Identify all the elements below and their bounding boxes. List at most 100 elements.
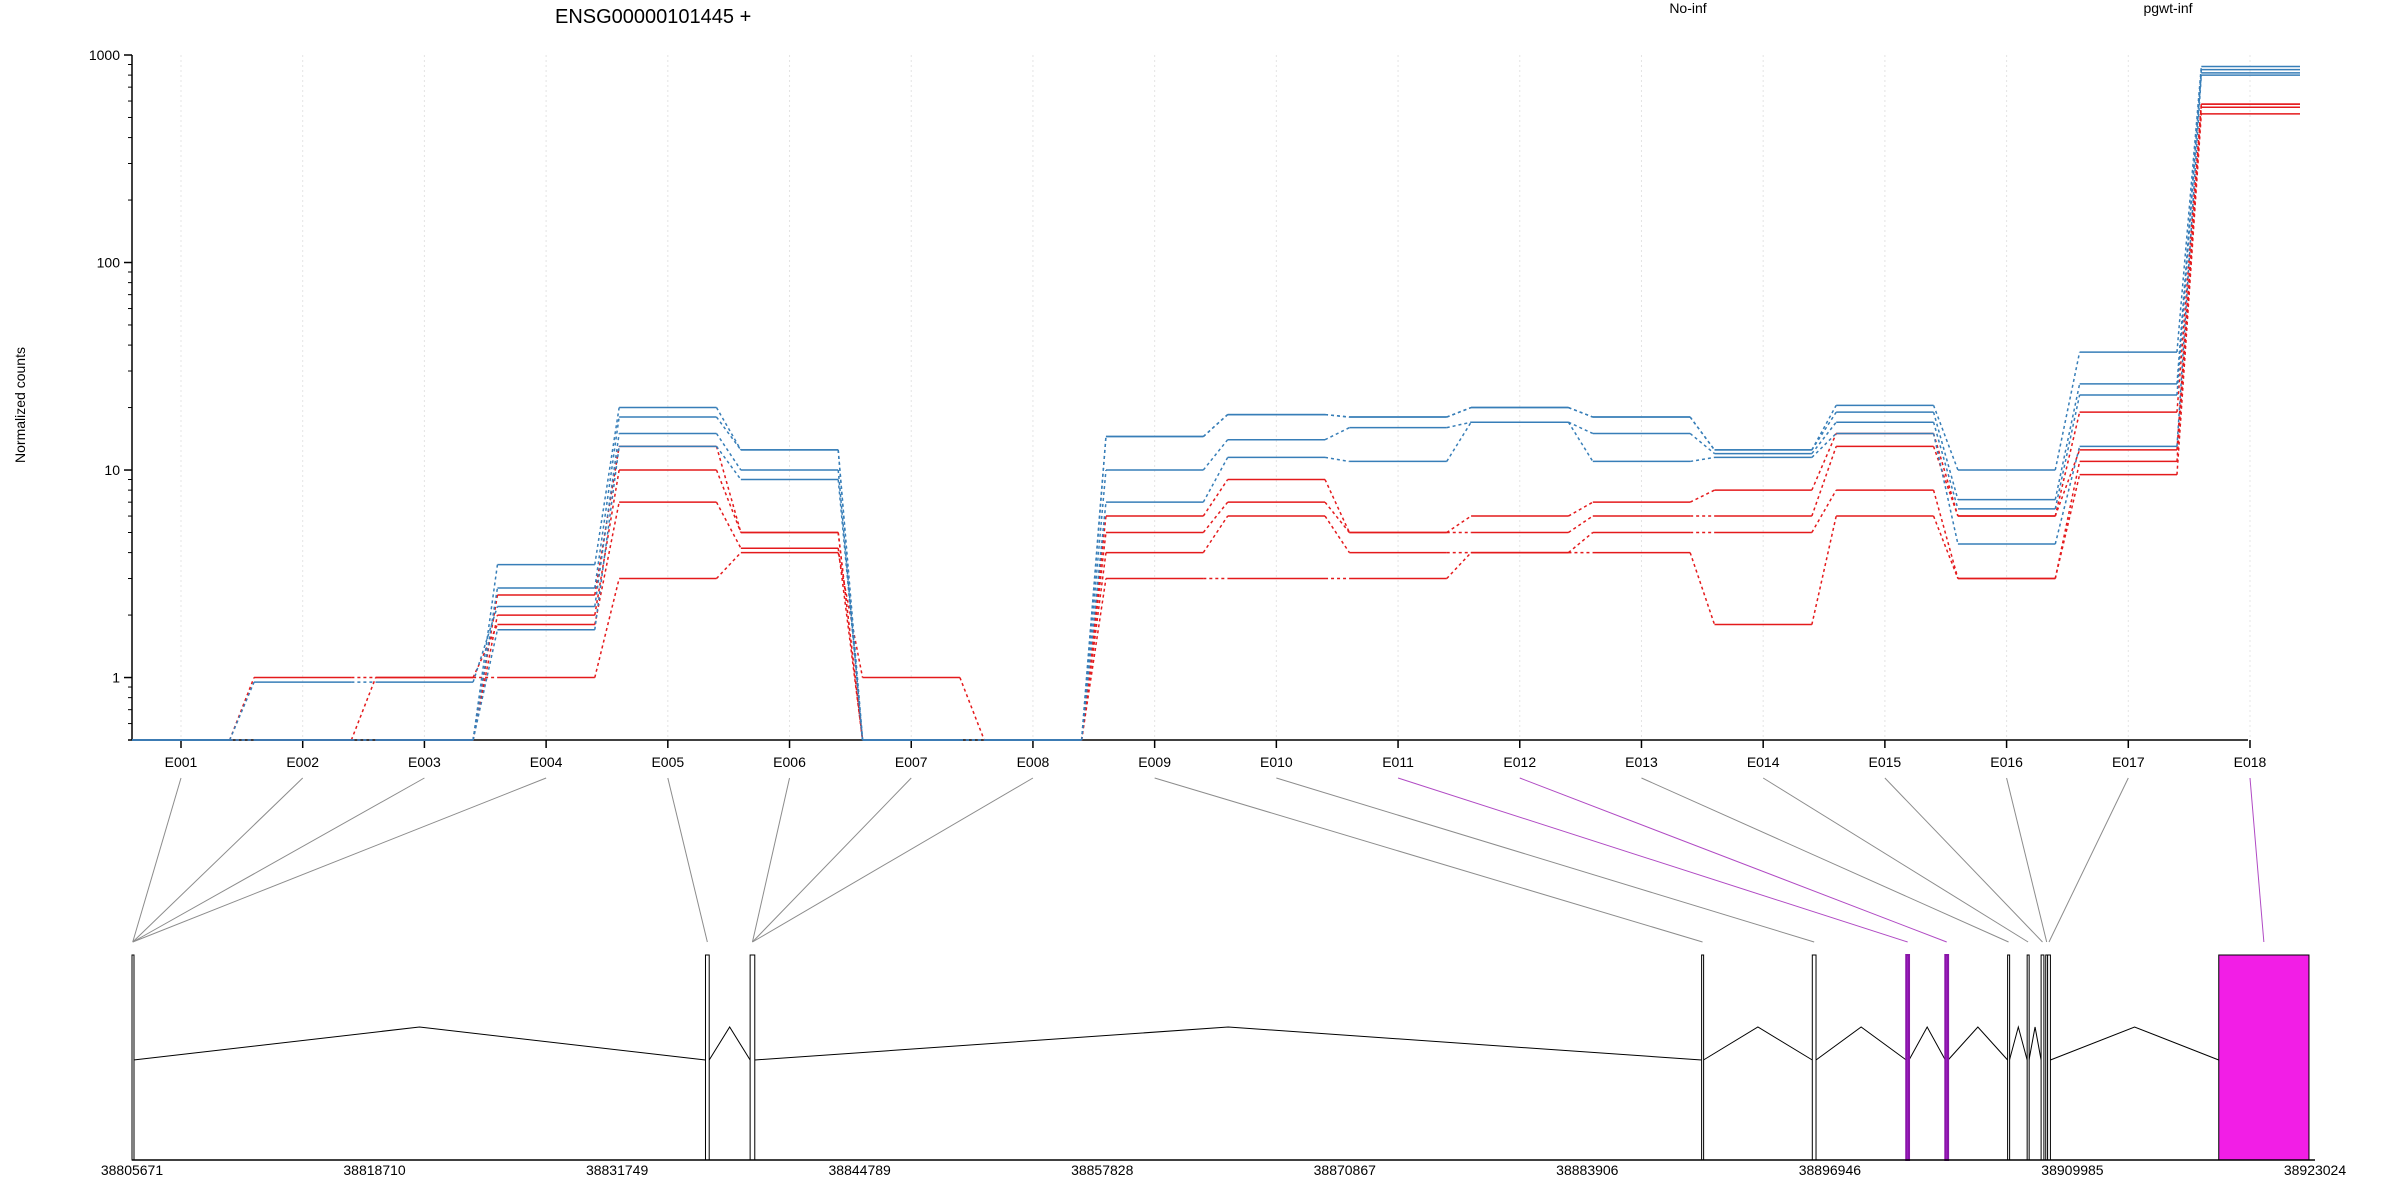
x-tick-label: E015 [1869, 754, 1902, 770]
series-transition [1689, 416, 1716, 451]
coordinate-tick-label: 38883906 [1556, 1162, 1619, 1178]
series-transition [472, 629, 499, 741]
x-tick-label: E008 [1017, 754, 1050, 770]
series-transition [2054, 461, 2081, 579]
exon-box [2026, 954, 2030, 1161]
series-transition [1324, 413, 1350, 418]
x-tick-label: E018 [2234, 754, 2267, 770]
series-transition [228, 677, 255, 741]
coordinate-tick-label: 38857828 [1071, 1162, 1134, 1178]
exon-connector [1154, 777, 1703, 943]
exon-connector [2006, 777, 2048, 943]
x-tick-label: E017 [2112, 754, 2145, 770]
coordinate-tick-label: 38870867 [1314, 1162, 1377, 1178]
x-tick-label: E002 [286, 754, 319, 770]
exon-box [2007, 954, 2011, 1161]
series-transition [1080, 502, 1107, 741]
exon-box [1905, 954, 1911, 1161]
series-transition [2176, 104, 2203, 450]
series-transition [472, 606, 499, 683]
series-transition [594, 446, 620, 630]
series-transition [2054, 394, 2081, 510]
series-transition [594, 446, 620, 596]
legend-entry-no-inf: No-inf [1669, 0, 1706, 16]
series-transition [1932, 515, 1959, 579]
x-tick-label: E001 [165, 754, 198, 770]
exon-connector [1762, 777, 2029, 943]
x-tick-label: E014 [1747, 754, 1780, 770]
exon-connector [1884, 777, 2043, 943]
series-transition [1689, 489, 1715, 503]
y-axis: 1 10 100 1000 [89, 47, 133, 741]
exon-connector [132, 777, 547, 943]
series-transition [1932, 421, 1959, 510]
series-transition [1689, 432, 1715, 455]
exon-connector [1397, 777, 1908, 943]
series-transition [1324, 426, 1350, 441]
series-transition [1568, 515, 1594, 534]
exon-connector [1276, 777, 1815, 943]
series-7 [132, 65, 2300, 741]
series-transition [1932, 433, 1959, 545]
series-transition [1446, 515, 1472, 534]
exon-connector [132, 777, 425, 943]
series-transition [228, 681, 255, 741]
series-transition [350, 677, 377, 741]
series-transition [715, 501, 742, 549]
series-transition [1324, 501, 1350, 533]
y-tick-label: 100 [97, 255, 121, 271]
series-transition [1202, 479, 1229, 517]
exon-box [1701, 954, 1705, 1161]
exon-box [131, 954, 135, 1161]
series-transition [1202, 457, 1229, 503]
series-transition [959, 677, 985, 741]
series-transition [1811, 489, 1837, 533]
x-tick-label: E009 [1138, 754, 1171, 770]
exon-box [749, 954, 756, 1161]
exon-connector [752, 777, 1034, 943]
series-transition [594, 433, 620, 607]
legend: No-inf pgwt-inf [1669, 0, 2192, 16]
x-tick-label: E003 [408, 754, 441, 770]
series-transition [594, 578, 620, 678]
series-transition [594, 407, 620, 565]
series-lines [132, 65, 2300, 741]
exon-connector-lines [132, 777, 2265, 943]
series-transition [2176, 75, 2203, 447]
series-transition [715, 446, 742, 533]
series-transition [715, 433, 742, 471]
genomic-coordinate-axis: 38805671 38818710 38831749 38844789 38857828… [101, 1159, 2346, 1178]
exon-connector [667, 777, 708, 943]
series-transition [1202, 501, 1229, 533]
series-transition [1811, 404, 1837, 451]
chart-title: ENSG00000101445 + [555, 6, 751, 28]
exon-box [1944, 954, 1950, 1161]
grid-lines [180, 55, 2251, 740]
series-transition [1202, 439, 1229, 471]
coordinate-tick-label: 38896946 [1799, 1162, 1862, 1178]
x-tick-label: E007 [895, 754, 928, 770]
y-axis-label: Normalized counts [12, 347, 28, 463]
series-transition [1690, 456, 1715, 463]
intron-line [1815, 1026, 1907, 1061]
series-transition [594, 416, 620, 589]
series-transition [1446, 406, 1472, 418]
series-transition [1932, 433, 1959, 517]
series-transition [1568, 406, 1594, 418]
coordinate-tick-label: 38818710 [343, 1162, 406, 1178]
series-transition [594, 469, 620, 616]
x-tick-label: E012 [1503, 754, 1536, 770]
series-transition [1324, 479, 1351, 533]
series-transition [837, 548, 864, 741]
intron-line [1947, 1026, 2008, 1061]
x-tick-label: E016 [1990, 754, 2023, 770]
series-transition [1446, 421, 1472, 462]
series-transition [1811, 515, 1837, 625]
intron-line [2050, 1026, 2219, 1061]
exon-connector [752, 777, 912, 943]
series-transition [1689, 552, 1716, 625]
series-transition [1080, 436, 1107, 741]
series-transition [2054, 383, 2081, 500]
exon-connector [132, 777, 182, 943]
legend-entry-pgwt-inf: pgwt-inf [2143, 0, 2192, 16]
